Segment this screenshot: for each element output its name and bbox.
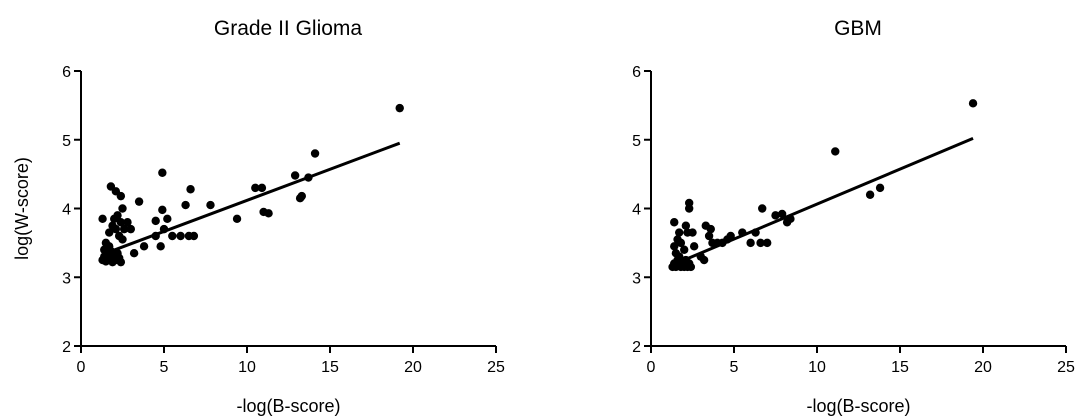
data-point [680,245,689,254]
data-point [675,228,684,237]
x-tick-label: 20 [404,359,422,376]
y-tick-label: 6 [632,64,641,81]
data-point [111,224,121,234]
data-point [105,228,114,237]
y-tick-label: 3 [632,270,641,287]
data-point [756,238,765,248]
data-point [675,252,684,261]
data-point [689,242,699,251]
data-point [264,209,273,218]
data-point [771,211,780,220]
data-point [189,231,199,241]
data-point [699,255,709,265]
y-axis-label: log(W-score) [12,157,32,260]
data-point [118,204,127,213]
y-tick-label: 2 [62,339,71,356]
data-point [968,99,978,108]
data-point [134,197,144,206]
data-point [156,242,165,251]
data-point [176,231,185,241]
data-point [116,218,126,227]
data-point [831,147,840,156]
x-tick-label: 5 [160,359,169,376]
data-point [706,224,715,234]
chart-title: Grade II Glioma [214,17,363,40]
y-tick-label: 4 [62,202,71,219]
y-tick-label: 4 [632,202,641,219]
data-point [206,200,215,210]
data-point [688,228,697,237]
data-point [123,218,132,227]
data-point [119,224,129,234]
data-point [139,242,149,251]
data-point [875,183,885,193]
y-tick-label: 3 [62,270,71,287]
trend-line [675,136,974,265]
data-point [763,238,772,248]
data-point [251,183,260,193]
data-point [168,231,177,241]
data-point [181,200,190,210]
x-axis-label: -log(B-score) [236,396,340,416]
data-point [158,168,167,177]
x-tick-label: 15 [321,359,339,376]
data-point [758,204,767,213]
data-point [290,171,300,180]
x-tick-label: 0 [77,359,86,376]
chart-panel-2: GBM 2 3 4 5 6 0 5 10 15 20 25 -log(B-score) [632,17,1075,416]
trend-line [105,141,401,255]
y-tick-label: 6 [62,64,71,81]
data-point [186,185,195,194]
data-point [746,238,755,248]
data-point [113,211,122,220]
x-tick-label: 5 [730,359,739,376]
data-point [158,205,167,215]
data-point [103,254,112,263]
data-point [686,262,696,272]
data-point [257,183,267,193]
data-point [232,214,242,224]
data-point [704,231,714,241]
data-point [676,238,686,248]
data-point [126,224,135,234]
data-point [310,149,320,158]
chart-title: GBM [834,17,882,40]
x-tick-label: 25 [1057,359,1075,376]
data-point [116,191,126,201]
data-point [129,248,139,258]
x-tick-label: 15 [891,359,909,376]
data-point [116,257,126,267]
y-tick-label: 2 [632,339,641,356]
x-tick-label: 10 [238,359,256,376]
data-point [670,218,679,227]
x-axis-label: -log(B-score) [806,396,910,416]
x-tick-label: 10 [808,359,826,376]
data-point [865,190,875,199]
data-point [151,216,160,226]
data-point [777,209,787,219]
data-point [395,103,404,113]
data-point [684,204,694,213]
data-point [101,238,111,248]
y-tick-label: 5 [632,133,641,150]
data-point [681,221,691,230]
chart-panel-1: Grade II Glioma 2 3 4 5 6 0 5 10 15 20 25 -log(B-sco… [12,17,505,416]
x-tick-label: 25 [487,359,505,376]
data-point [670,242,679,251]
x-tick-label: 0 [647,359,656,376]
data-point [297,191,306,201]
y-tick-label: 5 [62,133,71,150]
data-point [98,214,107,224]
data-point [163,214,172,224]
x-tick-label: 20 [974,359,992,376]
data-point [118,235,127,244]
